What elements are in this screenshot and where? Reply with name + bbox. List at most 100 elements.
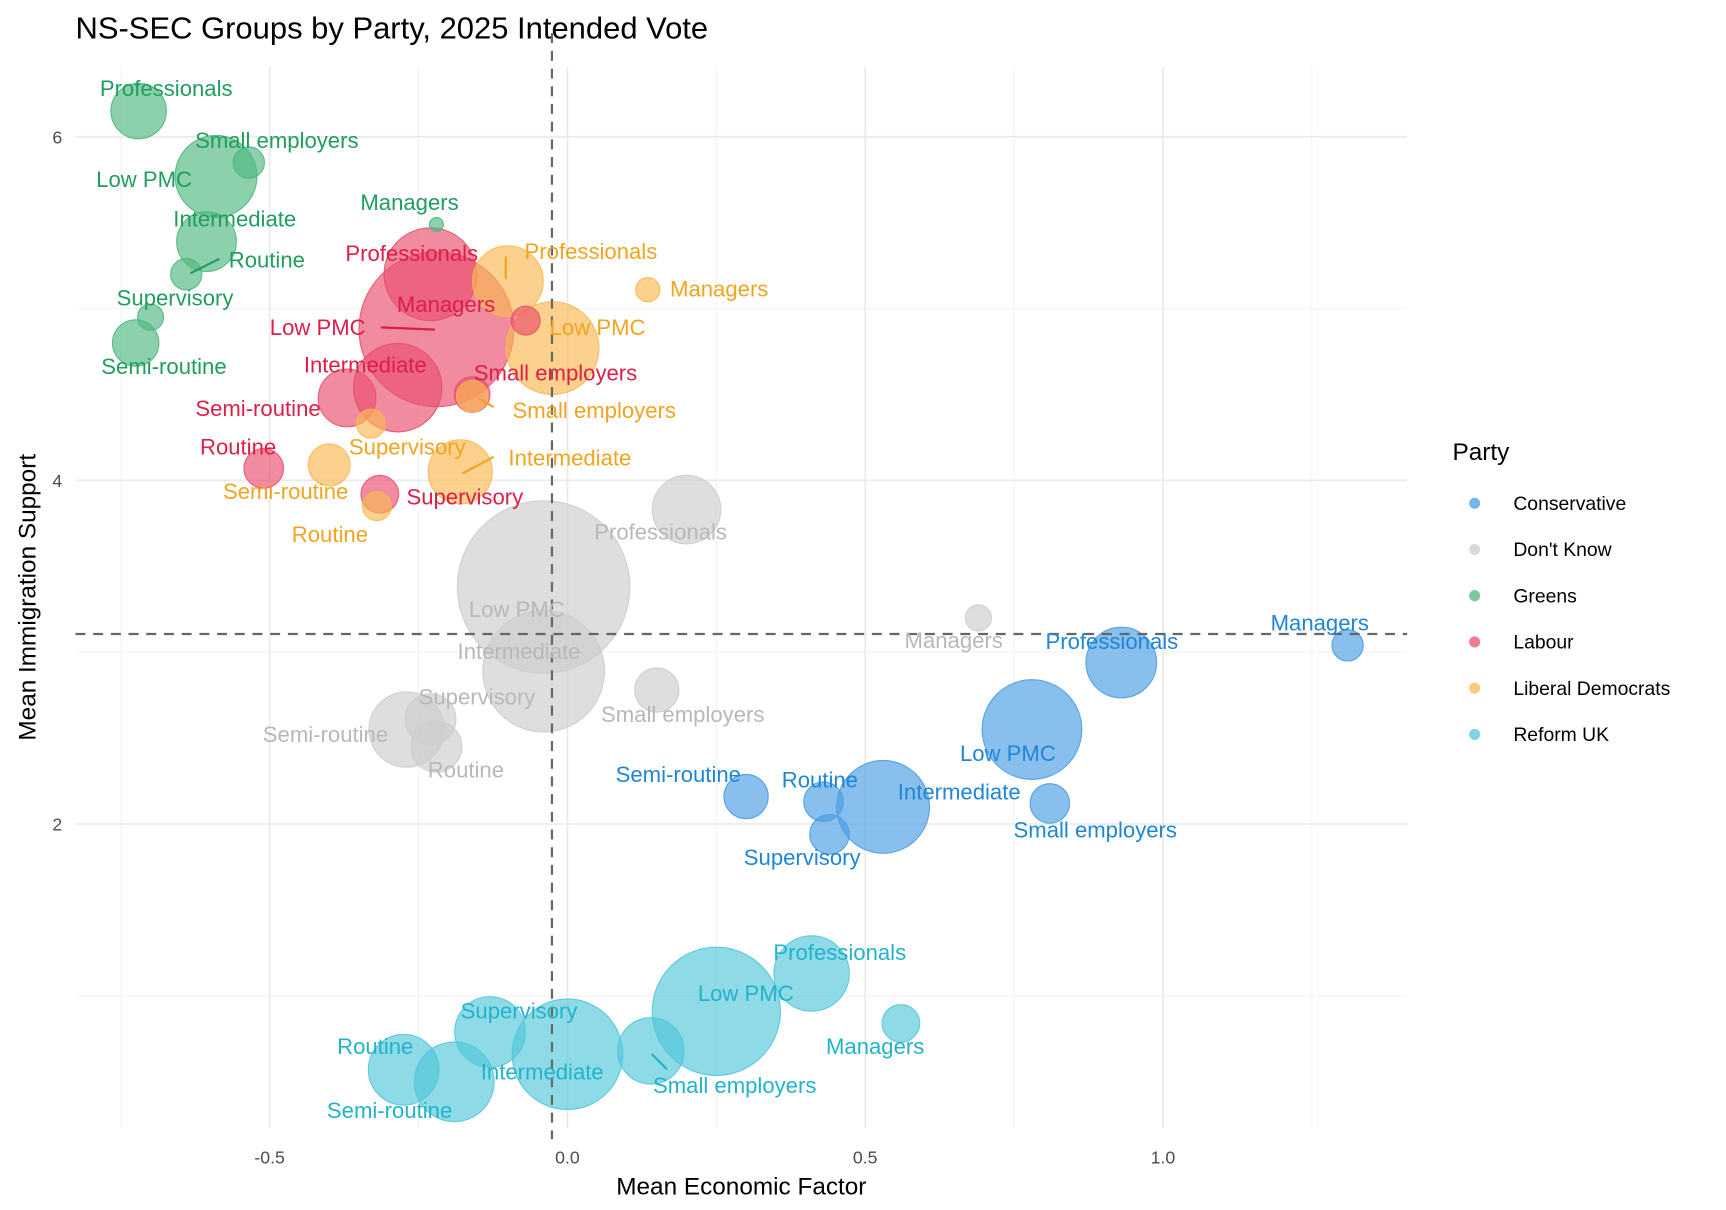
x-tick-label: -0.5 — [254, 1148, 285, 1168]
point-label: Managers — [360, 190, 458, 215]
y-tick-label: 4 — [52, 471, 62, 491]
bubble-liberal-democrats — [472, 245, 544, 318]
point-label: Professionals — [525, 239, 658, 264]
point-label: Low PMC — [550, 315, 646, 340]
bubble-reform-uk — [367, 1033, 440, 1106]
point-label: Small employers — [601, 702, 764, 727]
legend-key-icon — [1469, 728, 1481, 740]
point-label: Small employers — [513, 398, 676, 423]
bubble-greens — [110, 82, 167, 140]
point-label: Semi-routine — [263, 722, 388, 747]
x-tick-label: 0.0 — [555, 1148, 580, 1168]
point-label: Intermediate — [173, 207, 296, 232]
bubble-liberal-democrats — [361, 491, 392, 522]
bubble-labour — [243, 448, 285, 489]
leader-line — [190, 257, 220, 275]
point-label: Intermediate — [898, 780, 1021, 805]
x-tick-label: 0.5 — [853, 1148, 878, 1168]
legend-label: Greens — [1513, 585, 1576, 607]
point-label: Intermediate — [458, 639, 581, 664]
bubble-conservative — [1029, 783, 1071, 824]
bubble-greens — [176, 211, 237, 273]
point-label: Supervisory — [117, 285, 235, 310]
axis-ticks: -0.5 0.0 0.5 1.0 2 4 6 — [52, 127, 1175, 1167]
y-axis-title: Mean Immigration Support — [15, 454, 42, 741]
bubble-greens — [428, 216, 444, 232]
bubble-reform-uk — [617, 1017, 685, 1085]
bubble-liberal-democrats — [427, 439, 493, 505]
point-label: Supervisory — [419, 685, 537, 710]
point-label: Professionals — [100, 76, 233, 101]
legend-label: Labour — [1513, 632, 1574, 654]
point-label: Managers — [826, 1034, 924, 1059]
chart-title: NS-SEC Groups by Party, 2025 Intended Vo… — [76, 11, 709, 46]
y-tick-label: 2 — [52, 815, 62, 835]
point-label: Supervisory — [349, 435, 467, 460]
point-label: Small employers — [195, 128, 358, 153]
point-label: Semi-routine — [101, 354, 226, 379]
reference-lines — [75, 33, 1408, 1140]
point-label: Low PMC — [960, 741, 1056, 766]
point-label: Low PMC — [96, 167, 192, 192]
legend-key-icon — [1469, 682, 1481, 694]
point-label: Professionals — [773, 940, 906, 965]
bubble-conservative — [723, 773, 769, 820]
bubble-don-t-know — [634, 667, 680, 713]
point-label: Professionals — [1045, 629, 1178, 654]
point-label: Routine — [292, 522, 368, 547]
bubble-liberal-democrats — [635, 277, 661, 303]
point-label: Supervisory — [461, 999, 579, 1024]
point-label: Managers — [397, 292, 495, 317]
point-label: Intermediate — [304, 353, 427, 378]
point-label: Managers — [905, 628, 1003, 653]
legend-key-icon — [1469, 497, 1481, 509]
bubble-conservative — [1331, 629, 1364, 662]
bubble-greens — [170, 258, 203, 291]
bubble-reform-uk — [773, 935, 850, 1012]
bubble-greens — [136, 303, 165, 331]
bubble-don-t-know — [410, 720, 463, 773]
bubble-greens — [111, 319, 160, 367]
point-label: Professionals — [345, 241, 478, 266]
bubble-liberal-democrats — [355, 408, 386, 439]
label-leader-lines — [190, 256, 669, 1071]
legend-key-icon — [1469, 543, 1481, 556]
bubble-reform-uk — [881, 1003, 921, 1043]
point-label: Small employers — [653, 1073, 816, 1098]
leader-line — [650, 1053, 669, 1071]
bubble-reform-uk — [454, 996, 526, 1068]
legend-label: Reform UK — [1513, 724, 1609, 746]
point-label: Routine — [428, 758, 504, 783]
point-label: Semi-routine — [327, 1098, 452, 1123]
point-label: Semi-routine — [195, 396, 320, 421]
point-label: Routine — [200, 435, 276, 460]
legend-label: Liberal Democrats — [1513, 678, 1670, 700]
bubble-liberal-democrats — [455, 380, 489, 413]
bubbles — [110, 82, 1364, 1123]
legend-title: Party — [1453, 439, 1511, 466]
bubble-don-t-know — [964, 604, 993, 632]
leader-line — [462, 455, 495, 475]
x-axis-title: Mean Economic Factor — [616, 1174, 866, 1201]
point-label: Routine — [782, 767, 858, 792]
legend-label: Don't Know — [1513, 539, 1612, 561]
bubble-don-t-know — [651, 474, 722, 545]
point-label: Semi-routine — [616, 762, 741, 787]
bubble-labour — [510, 305, 541, 336]
bubble-greens — [232, 146, 266, 179]
point-label: Managers — [1271, 610, 1369, 635]
legend: Party Conservative Don't Know Greens Labour… — [1453, 439, 1671, 746]
point-label: Supervisory — [744, 845, 862, 870]
bubble-liberal-democrats — [307, 443, 351, 487]
point-label: Managers — [670, 276, 768, 301]
point-label: Semi-routine — [223, 479, 348, 504]
leader-line — [380, 326, 436, 331]
point-label: Low PMC — [698, 981, 794, 1006]
y-tick-label: 6 — [52, 127, 62, 147]
point-label: Supervisory — [406, 484, 524, 509]
legend-label: Conservative — [1513, 493, 1626, 515]
point-label: Small employers — [474, 360, 637, 385]
legend-key-icon — [1469, 636, 1481, 648]
point-label: Low PMC — [270, 315, 366, 340]
